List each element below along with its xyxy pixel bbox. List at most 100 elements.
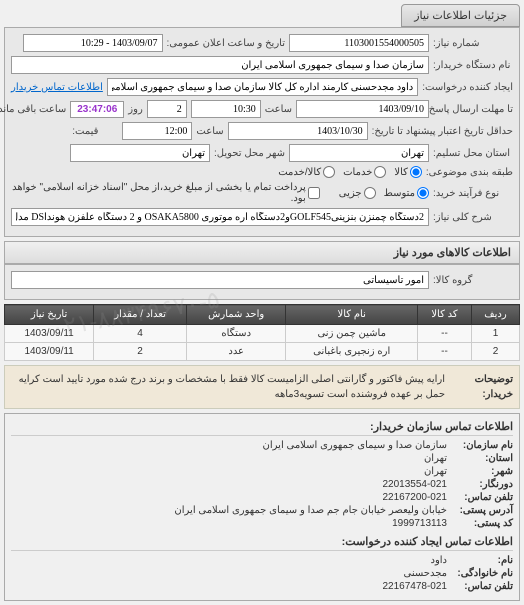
- number-label: شماره نیاز:: [433, 38, 513, 49]
- date-label: تاریخ و ساعت اعلان عمومی:: [167, 38, 286, 49]
- radio-kalakhad-label: کالا/خدمت: [278, 167, 321, 178]
- th-code: کد کالا: [418, 305, 472, 325]
- tel-label: تلفن تماس:: [453, 581, 513, 592]
- radio-kala-label: کالا: [394, 167, 408, 178]
- name-label: نام:: [453, 555, 513, 566]
- th-name: نام کالا: [286, 305, 418, 325]
- cell-row: 1: [471, 325, 519, 343]
- cell-unit: دستگاه: [186, 325, 285, 343]
- note-box: توضیحات خریدار: ارایه پیش فاکتور و گاران…: [4, 365, 520, 409]
- payment-checkbox[interactable]: [308, 187, 320, 199]
- th-qty: تعداد / مقدار: [94, 305, 187, 325]
- group-label: گروه کالا:: [433, 275, 513, 286]
- goods-section-title: اطلاعات کالاهای مورد نیاز: [4, 241, 520, 264]
- ccity-label: شهر:: [453, 466, 513, 477]
- radio-kala-input[interactable]: [410, 166, 422, 178]
- minbid-date-input[interactable]: [228, 122, 368, 140]
- minbid-time-label: ساعت: [196, 126, 223, 137]
- radio-khadamat-label: خدمات: [343, 167, 372, 178]
- ccity-value: تهران: [424, 466, 447, 477]
- payment-checkbox-wrap[interactable]: پرداخت تمام یا بخشی از مبلغ خرید،از محل …: [11, 182, 320, 204]
- phone-value: 22167200-021: [382, 492, 447, 503]
- radio-khadamat[interactable]: خدمات: [343, 166, 386, 178]
- org-label: نام سازمان:: [453, 440, 513, 451]
- th-date: تاریخ نیاز: [5, 305, 94, 325]
- header-tab: جزئیات اطلاعات نیاز: [401, 4, 520, 27]
- cell-code: --: [418, 343, 472, 361]
- goods-group-box: گروه کالا:: [4, 264, 520, 300]
- province-label: استان:: [453, 453, 513, 464]
- days-input[interactable]: [147, 100, 187, 118]
- goods-table: ردیف کد کالا نام کالا واحد شمارش تعداد /…: [4, 304, 520, 361]
- process-label: نوع فرآیند خرید:: [433, 188, 513, 199]
- payment-note: پرداخت تمام یا بخشی از مبلغ خرید،از محل …: [11, 182, 306, 204]
- phone-label: تلفن تماس:: [453, 492, 513, 503]
- requester-label: ایجاد کننده درخواست:: [422, 82, 513, 93]
- postal-value: خیابان ولیعصر خیابان جام جم صدا و سیمای …: [174, 505, 447, 516]
- postal-label: آدرس پستی:: [453, 505, 513, 516]
- requester-input[interactable]: [107, 78, 418, 96]
- cell-date: 1403/09/11: [5, 325, 94, 343]
- postcode-label: کد پستی:: [453, 518, 513, 529]
- countdown: 23:47:06: [70, 101, 124, 118]
- city-input[interactable]: [70, 144, 210, 162]
- cell-name: اره زنجیری باغبانی: [286, 343, 418, 361]
- radio-jozi[interactable]: جزیی: [339, 187, 376, 199]
- desc-input[interactable]: [11, 208, 429, 226]
- cell-row: 2: [471, 343, 519, 361]
- deadline-date-input[interactable]: [296, 100, 429, 118]
- days-label: روز: [128, 104, 143, 115]
- postcode-value: 1999713113: [392, 518, 447, 529]
- name-value: داود: [430, 555, 447, 566]
- radio-khadamat-input[interactable]: [374, 166, 386, 178]
- desc-label: شرح کلی نیاز:: [433, 212, 513, 223]
- cell-qty: 2: [94, 343, 187, 361]
- lastname-value: مجدحسنی: [403, 568, 447, 579]
- minbid-time-input[interactable]: [122, 122, 192, 140]
- radio-motavasset-input[interactable]: [417, 187, 429, 199]
- goods-table-container: ردیف کد کالا نام کالا واحد شمارش تعداد /…: [4, 304, 520, 361]
- contact-link[interactable]: اطلاعات تماس خریدار: [11, 82, 103, 93]
- radio-motavasset-label: متوسط: [384, 188, 415, 199]
- contact-section: اطلاعات تماس سازمان خریدار: نام سازمان: …: [4, 413, 520, 601]
- number-input[interactable]: [289, 34, 429, 52]
- table-row: 1 -- ماشین چمن زنی دستگاه 4 1403/09/11: [5, 325, 520, 343]
- deadline-time-input[interactable]: [191, 100, 261, 118]
- th-row: ردیف: [471, 305, 519, 325]
- deadline-label: تا مهلت ارسال پاسخ:: [433, 104, 513, 115]
- org-value: سازمان صدا و سیمای جمهوری اسلامی ایران: [263, 440, 447, 451]
- cell-code: --: [418, 325, 472, 343]
- cell-unit: عدد: [186, 343, 285, 361]
- th-unit: واحد شمارش: [186, 305, 285, 325]
- price-label: قیمت:: [72, 126, 98, 137]
- state-label: استان محل تسلیم:: [433, 148, 513, 159]
- fax-label: دورنگار:: [453, 479, 513, 490]
- radio-kala[interactable]: کالا: [394, 166, 422, 178]
- buyer-label: نام دستگاه خریدار:: [433, 60, 513, 71]
- form-section: شماره نیاز: تاریخ و ساعت اعلان عمومی: نا…: [4, 27, 520, 237]
- lastname-label: نام خانوادگی:: [453, 568, 513, 579]
- province-value: تهران: [424, 453, 447, 464]
- cell-date: 1403/09/11: [5, 343, 94, 361]
- group-input[interactable]: [11, 271, 429, 289]
- table-row: 2 -- اره زنجیری باغبانی عدد 2 1403/09/11: [5, 343, 520, 361]
- remaining-label: ساعت باقی مانده: [0, 104, 66, 115]
- cell-qty: 4: [94, 325, 187, 343]
- buyer-input[interactable]: [11, 56, 429, 74]
- cell-name: ماشین چمن زنی: [286, 325, 418, 343]
- radio-kalakhad[interactable]: کالا/خدمت: [278, 166, 335, 178]
- minbid-label: حداقل تاریخ اعتبار پیشنهاد تا تاریخ:: [372, 126, 513, 137]
- radio-motavasset[interactable]: متوسط: [384, 187, 429, 199]
- note-text: ارایه پیش فاکتور و گارانتی اصلی الزامیست…: [11, 372, 445, 402]
- contact-title: اطلاعات تماس سازمان خریدار:: [11, 420, 513, 436]
- radio-jozi-input[interactable]: [364, 187, 376, 199]
- budget-label: طبقه بندی موضوعی:: [426, 167, 513, 178]
- radio-kalakhad-input[interactable]: [323, 166, 335, 178]
- fax-value: 22013554-021: [382, 479, 447, 490]
- radio-jozi-label: جزیی: [339, 188, 362, 199]
- date-input[interactable]: [23, 34, 163, 52]
- state-input[interactable]: [289, 144, 429, 162]
- contact-sub-title: اطلاعات تماس ایجاد کننده درخواست:: [11, 535, 513, 551]
- city-label: شهر محل تحویل:: [214, 148, 285, 159]
- tel-value: 22167478-021: [382, 581, 447, 592]
